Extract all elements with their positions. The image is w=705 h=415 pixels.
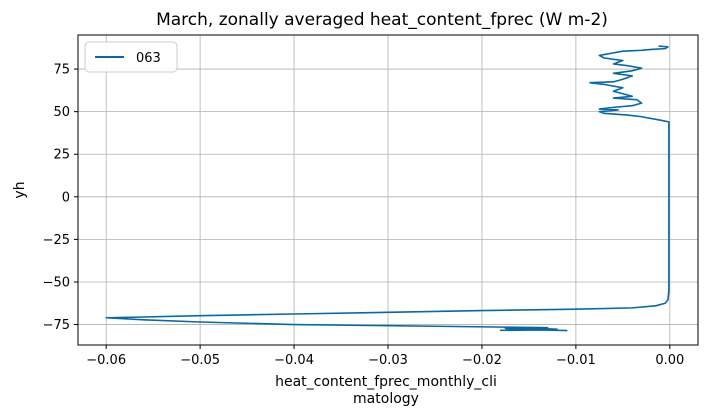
y-tick-label: −50 xyxy=(43,275,70,290)
x-tick-label: −0.06 xyxy=(86,353,126,368)
series-layer xyxy=(105,45,670,332)
y-tick-label: 0 xyxy=(62,190,70,205)
y-tick-label: 75 xyxy=(53,63,70,78)
chart-title: March, zonally averaged heat_content_fpr… xyxy=(156,10,608,30)
y-tick-label: 25 xyxy=(53,148,70,163)
x-axis-label-line-1: heat_content_fprec_monthly_cli xyxy=(275,374,497,390)
series-line-063 xyxy=(105,45,670,332)
y-tick-label: 50 xyxy=(53,105,70,120)
y-tick-label: −75 xyxy=(43,318,70,333)
x-axis-ticks: −0.06 −0.05 −0.04 −0.03 −0.02 −0.01 0.00 xyxy=(86,345,684,368)
y-axis-ticks: −75 −50 −25 0 25 50 75 xyxy=(43,63,78,333)
y-axis-label: yh xyxy=(12,181,28,198)
grid-lines xyxy=(78,35,698,345)
x-tick-label: −0.01 xyxy=(556,353,596,368)
x-axis-label-line-2: matology xyxy=(353,391,419,407)
x-tick-label: 0.00 xyxy=(655,353,684,368)
x-tick-label: −0.04 xyxy=(274,353,314,368)
y-tick-label: −25 xyxy=(43,233,70,248)
x-tick-label: −0.05 xyxy=(180,353,220,368)
legend-label: 063 xyxy=(136,51,161,66)
x-tick-label: −0.03 xyxy=(368,353,408,368)
legend: 063 xyxy=(84,41,178,73)
legend-box xyxy=(84,41,178,73)
x-tick-label: −0.02 xyxy=(462,353,502,368)
